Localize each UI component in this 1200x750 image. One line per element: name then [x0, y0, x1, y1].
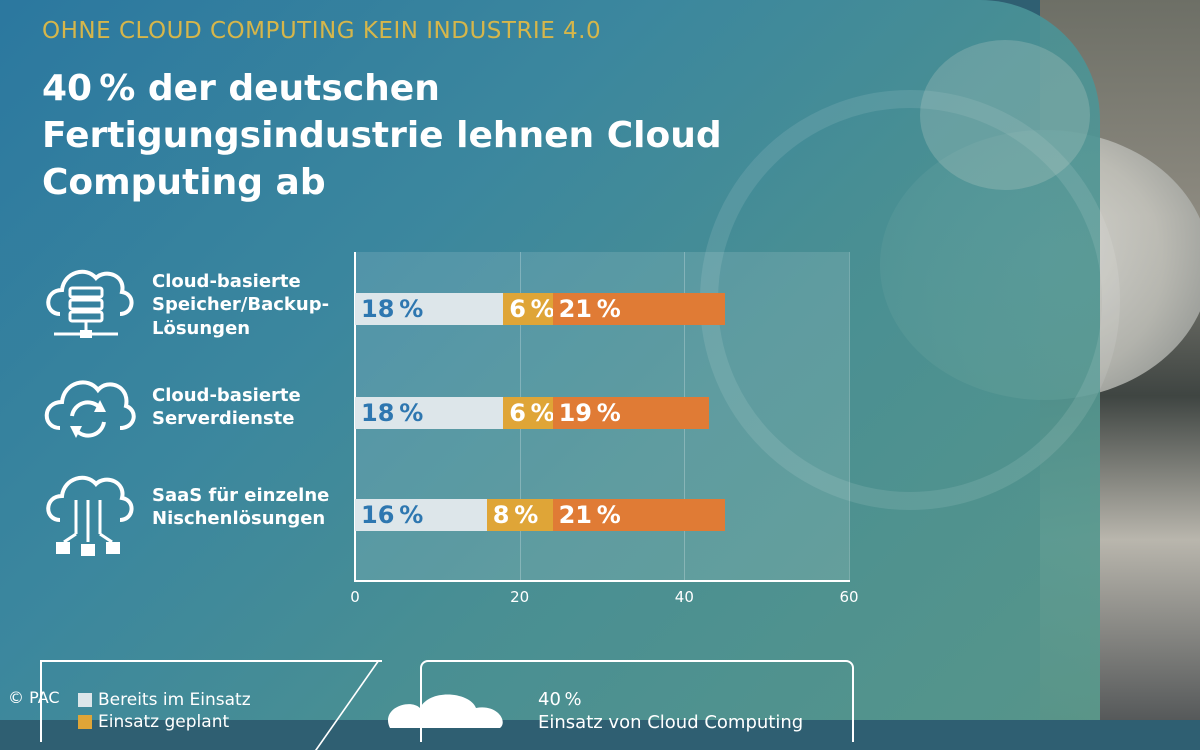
- machine-knob: [920, 40, 1090, 190]
- cloud-sync-icon: [40, 366, 136, 452]
- category-label: Cloud-basierte Speicher/Backup-Lösungen: [152, 270, 342, 340]
- x-tick-label: 60: [839, 588, 858, 606]
- bar-segment: 16 %: [355, 499, 487, 531]
- cloud-network-icon: [40, 470, 136, 556]
- bar-segment: 6 %: [503, 397, 552, 429]
- kicker-title: OHNE CLOUD COMPUTING KEIN INDUSTRIE 4.0: [42, 18, 601, 44]
- legend-label: Einsatz geplant: [98, 712, 229, 732]
- legend-item-bereits: Bereits im Einsatz: [78, 690, 251, 710]
- bar-segment: 8 %: [487, 499, 553, 531]
- x-tick-label: 20: [510, 588, 529, 606]
- copyright-credit: © PAC: [8, 688, 60, 707]
- callout-caption: Einsatz von Cloud Computing: [538, 711, 803, 734]
- page-title: 40 % der deutschen Fertigungsindustrie l…: [42, 66, 802, 206]
- x-axis-line: [354, 580, 850, 582]
- gridline: [849, 252, 850, 580]
- cloud-server-icon: [40, 258, 136, 344]
- bar-segment: 21 %: [553, 499, 726, 531]
- legend-item-geplant: Einsatz geplant: [78, 712, 229, 732]
- cloud-shape-icon: [380, 688, 510, 728]
- legend-swatch: [78, 715, 92, 729]
- x-tick-label: 40: [675, 588, 694, 606]
- legend-swatch: [78, 693, 92, 707]
- category-label: Cloud-basierte Serverdienste: [152, 384, 342, 431]
- bar-segment: 19 %: [553, 397, 709, 429]
- bar-segment: 18 %: [355, 293, 503, 325]
- category-label: SaaS für einzelne Nischenlösungen: [152, 484, 342, 531]
- callout-text: 40 % Einsatz von Cloud Computing: [538, 688, 803, 735]
- bar-segment: 21 %: [553, 293, 726, 325]
- x-tick-label: 0: [350, 588, 360, 606]
- bar-segment: 18 %: [355, 397, 503, 429]
- callout-percent: 40 %: [538, 688, 803, 711]
- legend-label: Bereits im Einsatz: [98, 690, 251, 710]
- bar-segment: 6 %: [503, 293, 552, 325]
